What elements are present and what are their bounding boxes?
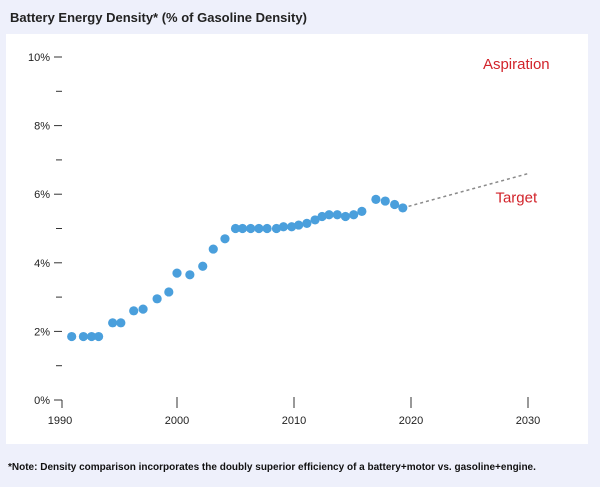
data-point: [164, 287, 174, 297]
data-point: [278, 222, 289, 232]
x-tick-label: 2030: [516, 415, 540, 427]
data-point: [198, 261, 208, 271]
data-point: [340, 211, 351, 222]
chart-title: Battery Energy Density* (% of Gasoline D…: [10, 10, 307, 25]
data-point: [302, 218, 312, 228]
data-point: [398, 203, 408, 213]
data-point: [185, 270, 195, 280]
data-point: [129, 306, 139, 316]
data-point: [237, 223, 248, 234]
data-point: [287, 222, 297, 232]
data-point: [86, 331, 97, 342]
data-point: [332, 210, 342, 220]
data-point: [262, 223, 272, 234]
data-point: [78, 331, 88, 342]
footnote: *Note: Density comparison incorporates t…: [8, 462, 536, 473]
data-point: [230, 223, 241, 234]
x-tick-label: 2000: [165, 415, 189, 427]
data-point: [349, 210, 359, 220]
data-point: [172, 268, 182, 278]
y-tick-label: 6%: [34, 189, 50, 201]
annotation-label: Aspiration: [483, 56, 550, 73]
y-tick-label: 0%: [34, 395, 50, 407]
data-point: [208, 244, 218, 254]
data-point: [152, 294, 162, 304]
data-point: [271, 223, 282, 234]
data-point: [294, 220, 304, 230]
data-point: [67, 331, 77, 342]
data-point: [324, 210, 334, 220]
y-tick-label: 2%: [34, 326, 50, 338]
data-point: [390, 199, 400, 210]
data-point: [371, 194, 381, 204]
x-tick-label: 1990: [48, 415, 72, 427]
annotation-label: Target: [495, 190, 538, 207]
chart-panel: 0% 2% 4% 6% 8% 10% 1990 2000 2010 2020 2030 Aspirat…: [6, 34, 588, 444]
projection-line: [402, 172, 529, 209]
chart-svg: 0% 2% 4% 6% 8% 10% 1990 2000 2010 2020 2030 Aspirat…: [28, 52, 550, 427]
y-tick-label: 10%: [28, 52, 50, 64]
data-point: [380, 196, 390, 206]
data-point: [94, 331, 104, 342]
x-tick-label: 2010: [282, 415, 306, 427]
data-point: [116, 318, 126, 328]
data-point: [246, 223, 256, 234]
y-tick-label: 4%: [34, 258, 50, 270]
data-point: [220, 234, 230, 244]
x-tick-label: 2020: [399, 415, 423, 427]
data-point: [138, 304, 148, 314]
data-point: [254, 223, 264, 234]
data-point: [108, 318, 118, 328]
data-point: [357, 206, 367, 216]
y-tick-label: 8%: [34, 121, 50, 133]
data-point: [317, 211, 327, 222]
data-point: [310, 215, 320, 225]
